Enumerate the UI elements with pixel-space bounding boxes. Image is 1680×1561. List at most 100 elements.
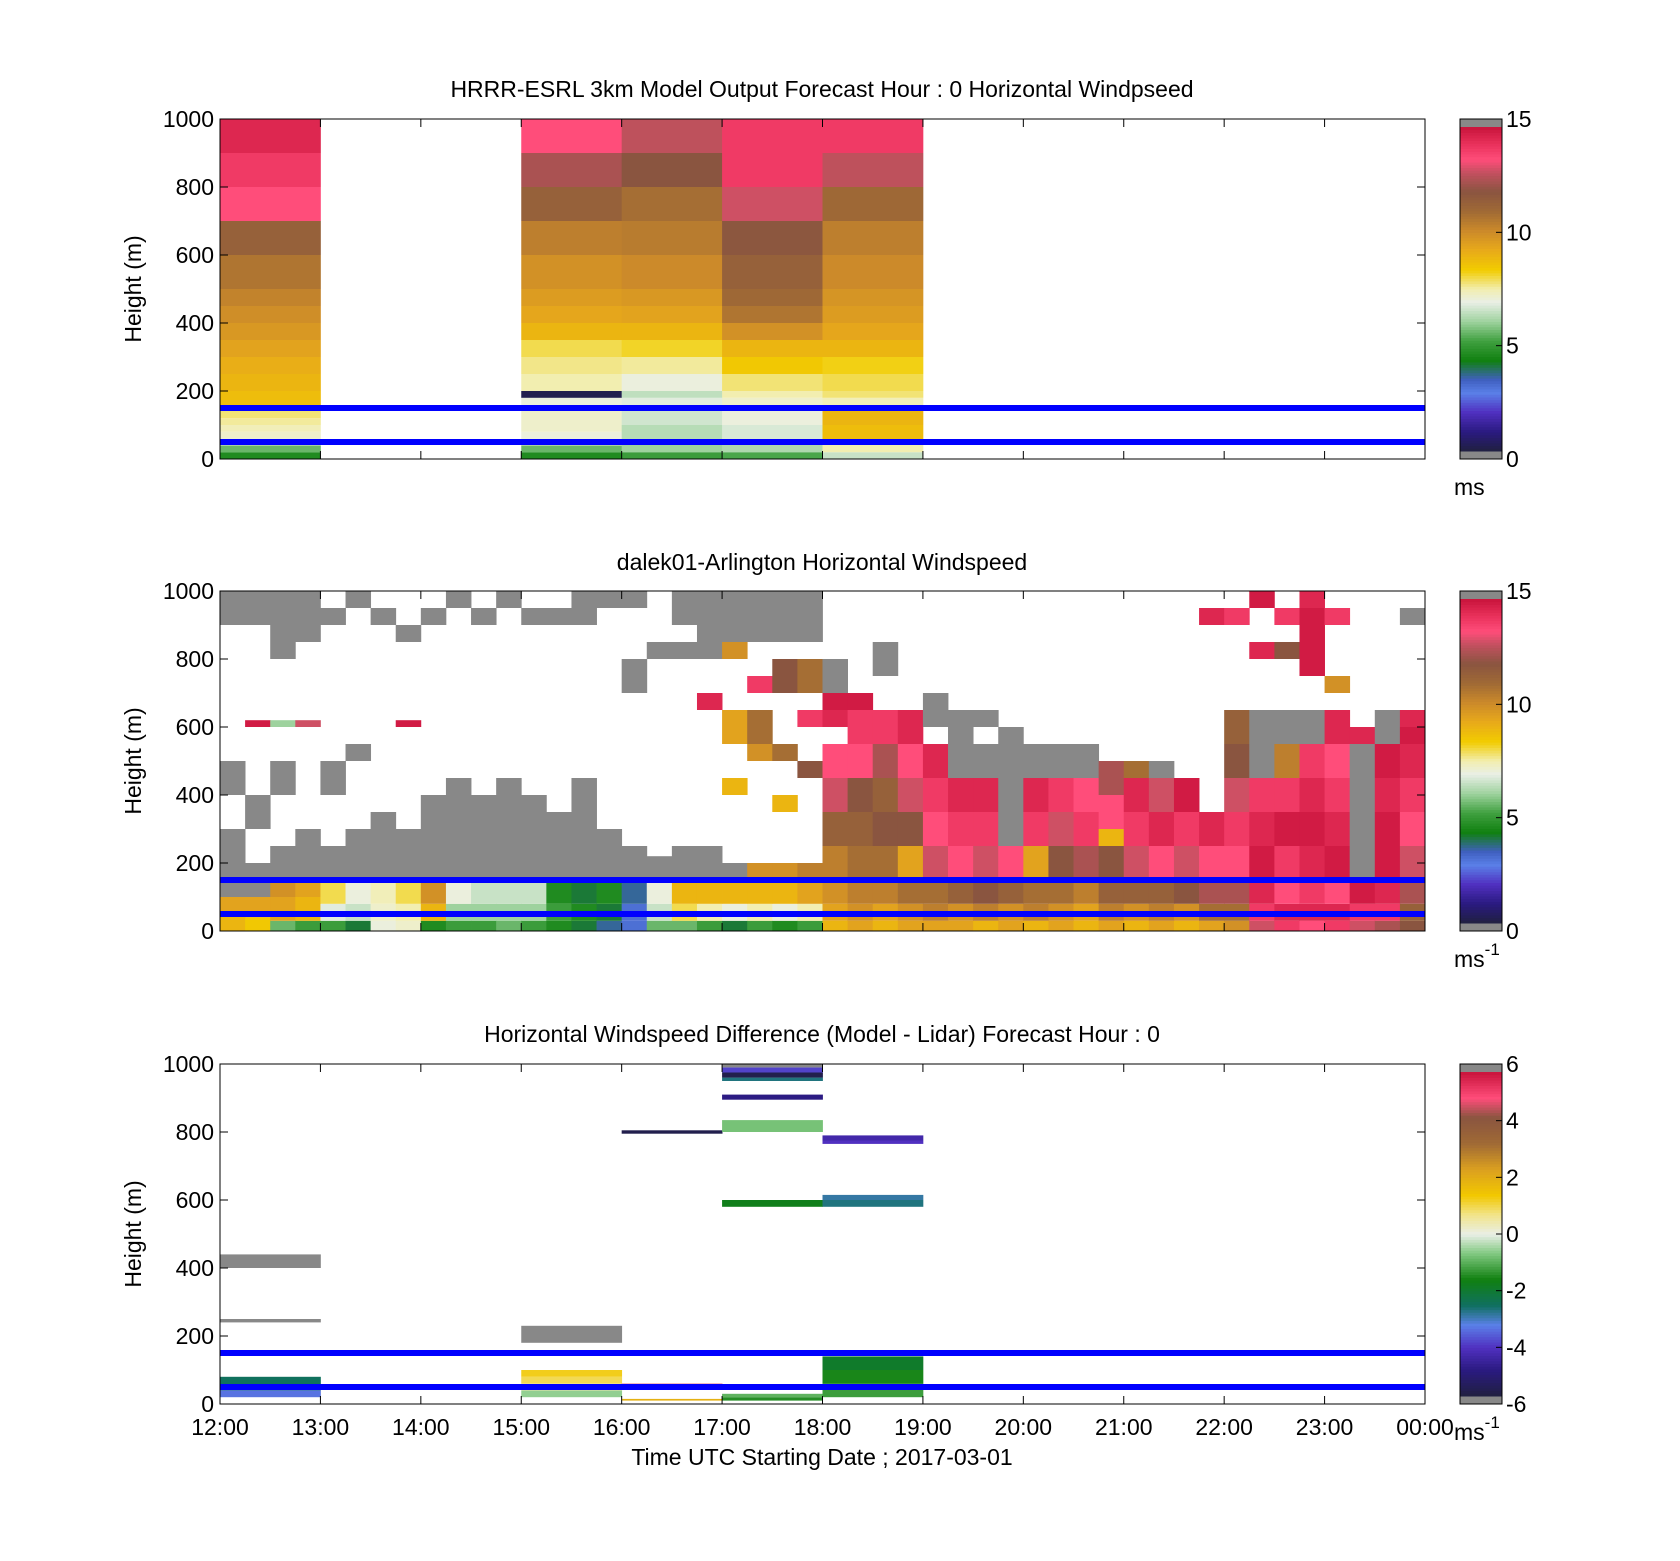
colorbar-segment <box>1460 1250 1502 1254</box>
heatmap-cell <box>521 255 623 289</box>
heatmap-cell <box>420 608 447 625</box>
heatmap-cell <box>722 397 823 408</box>
colorbar-segment <box>1460 213 1502 217</box>
colorbar-segment <box>1460 302 1502 306</box>
colorbar-segment <box>1460 283 1502 287</box>
heatmap-cell <box>822 306 924 323</box>
colorbar-segment <box>1460 663 1502 667</box>
colorbar-segment <box>1460 1131 1502 1135</box>
heatmap-cell <box>822 340 924 357</box>
heatmap-cell <box>872 880 899 904</box>
heatmap-cell <box>1374 744 1401 778</box>
panel-lidar-xticks <box>219 591 1426 931</box>
heatmap-cell <box>897 880 924 904</box>
heatmap-cell <box>722 1200 823 1207</box>
colorbar-segment <box>1460 758 1502 762</box>
heatmap-cell <box>822 1356 924 1370</box>
heatmap-cell <box>696 846 723 880</box>
heatmap-cell <box>1023 812 1049 846</box>
heatmap-cell <box>420 920 447 931</box>
colorbar-segment <box>1460 1185 1502 1189</box>
heatmap-cell <box>822 442 924 453</box>
heatmap-cell <box>671 880 698 904</box>
colorbar-segment <box>1460 761 1502 765</box>
heatmap-cell <box>621 391 723 398</box>
colorbar-segment <box>1460 132 1502 136</box>
colorbar-segment <box>1460 1390 1502 1394</box>
colorbar-segment <box>1460 779 1502 784</box>
heatmap-cell <box>822 1200 924 1207</box>
heatmap-cell <box>1324 778 1351 812</box>
colorbar-segment <box>1460 243 1502 247</box>
heatmap-cell <box>496 591 522 608</box>
colorbar-segment <box>1460 1166 1502 1170</box>
colorbar-segment <box>1460 326 1502 330</box>
x-tick-label: 20:00 <box>995 1414 1053 1440</box>
heatmap-cell <box>671 846 698 880</box>
heatmap-cell <box>747 710 773 744</box>
colorbar-segment <box>1460 1201 1502 1205</box>
y-tick-label: 200 <box>176 378 214 404</box>
colorbar-segment <box>1460 1190 1502 1194</box>
heatmap-cell <box>1299 880 1325 904</box>
heatmap-cell <box>1224 778 1250 812</box>
colorbar-segment <box>1460 817 1502 821</box>
panel-model-cells <box>220 119 924 459</box>
colorbar-segment <box>1460 1239 1502 1243</box>
colorbar-segment <box>1460 1352 1502 1356</box>
heatmap-cell <box>621 1398 723 1401</box>
colorbar-segment <box>1460 1369 1502 1373</box>
colorbar-segment <box>1460 693 1502 697</box>
heatmap-cell <box>797 659 823 693</box>
colorbar-tick-label: 0 <box>1506 918 1519 944</box>
colorbar-segment <box>1460 256 1502 260</box>
colorbar-segment <box>1460 226 1502 231</box>
colorbar-segment <box>1460 380 1502 384</box>
heatmap-cell <box>747 591 773 642</box>
colorbar-segment <box>1460 172 1502 177</box>
colorbar-segment <box>1460 790 1502 794</box>
heatmap-cell <box>395 829 422 880</box>
colorbar-segment <box>1460 1158 1502 1162</box>
colorbar-segment <box>1460 1107 1502 1111</box>
colorbar-segment <box>1460 763 1502 767</box>
colorbar-segment <box>1460 135 1502 139</box>
heatmap-cell <box>471 880 497 904</box>
heatmap-cell <box>1249 920 1275 931</box>
heatmap-cell <box>270 591 296 659</box>
colorbar-segment <box>1460 1147 1502 1151</box>
colorbar-segment <box>1460 1347 1502 1351</box>
heatmap-cell <box>922 920 949 931</box>
colorbar-segment <box>1460 164 1502 168</box>
colorbar-segment <box>1460 677 1502 681</box>
colorbar-segment <box>1460 329 1502 333</box>
colorbar-segment <box>1460 887 1502 892</box>
heatmap-cell <box>1098 880 1125 904</box>
heatmap-cell <box>1399 880 1425 904</box>
heatmap-cell <box>847 778 874 812</box>
colorbar-segment <box>1460 178 1502 182</box>
heatmap-cell <box>1349 846 1376 880</box>
colorbar-segment <box>1460 1325 1502 1329</box>
colorbar-segment <box>1460 280 1502 285</box>
colorbar-segment <box>1460 1312 1502 1316</box>
heatmap-cell <box>1299 608 1325 676</box>
heatmap-cell <box>220 1319 321 1323</box>
time-axis-title: Time UTC Starting Date ; 2017-03-01 <box>631 1444 1012 1470</box>
heatmap-cell <box>722 391 823 398</box>
colorbar-segment <box>1460 1258 1502 1262</box>
colorbar-segment <box>1460 186 1502 190</box>
colorbar-segment <box>1460 604 1502 608</box>
colorbar-segment <box>1460 189 1502 193</box>
heatmap-cell <box>621 452 723 459</box>
heatmap-cell <box>922 812 949 846</box>
heatmap-cell <box>722 1077 823 1081</box>
heatmap-cell <box>973 812 999 846</box>
panel-lidar: dalek01-Arlington Horizontal Windspeed H… <box>120 549 1532 972</box>
heatmap-cell <box>621 374 723 391</box>
heatmap-cell <box>1173 812 1200 846</box>
heatmap-cell <box>621 153 723 187</box>
colorbar-segment <box>1460 620 1502 624</box>
heatmap-cell <box>722 1094 823 1100</box>
heatmap-cell <box>220 1254 321 1268</box>
